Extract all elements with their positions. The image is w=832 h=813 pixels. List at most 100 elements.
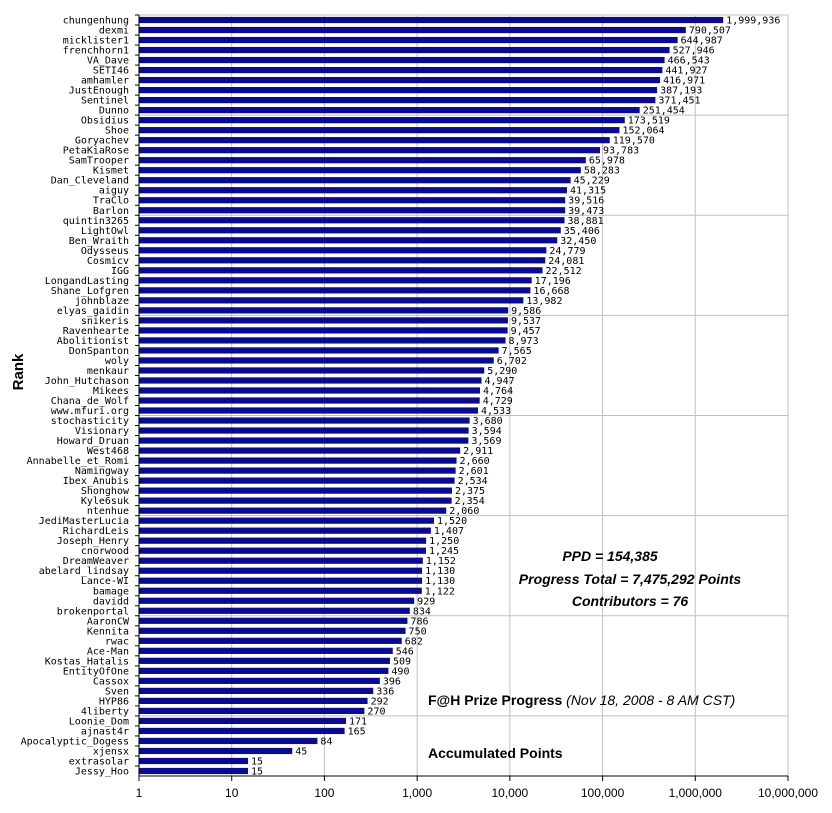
value-label: 119,570: [613, 136, 655, 147]
value-label: 4,947: [485, 376, 515, 387]
bar: [139, 267, 543, 274]
value-label: 24,779: [549, 246, 585, 257]
bar: [139, 297, 524, 304]
value-label: 416,971: [663, 76, 705, 87]
category-label: Goryachev: [75, 136, 129, 147]
bar: [139, 327, 508, 334]
bar: [139, 627, 406, 634]
bar: [139, 577, 423, 584]
value-label: 1,999,936: [726, 16, 780, 27]
bar: [139, 547, 426, 554]
value-label: 834: [413, 606, 431, 617]
value-label: 682: [405, 636, 423, 647]
bar: [139, 517, 435, 524]
value-label: 9,457: [511, 326, 541, 337]
category-label: TraClo: [93, 196, 129, 207]
category-label: ntenhue: [87, 506, 129, 517]
value-label: 84: [320, 736, 332, 747]
category-label: frenchhorn1: [63, 46, 129, 57]
bar: [139, 66, 663, 74]
value-label: 3,680: [473, 416, 503, 427]
category-label: Kyle6suk: [81, 496, 129, 507]
category-label: xjensx: [93, 746, 129, 757]
value-label: 441,927: [665, 66, 707, 77]
category-label: dexmi: [99, 26, 129, 37]
chart-subtitle: Accumulated Points: [428, 745, 563, 761]
bar: [139, 437, 469, 444]
bar: [139, 697, 368, 705]
category-label: SETI46: [93, 66, 129, 77]
contributors-annotation: Contributors = 76: [571, 593, 689, 609]
category-label: elyas_gaidin: [57, 306, 129, 317]
value-label: 509: [393, 656, 411, 667]
bar: [139, 407, 478, 414]
value-label: 9,537: [511, 316, 541, 327]
bar: [139, 347, 499, 354]
value-label: 1,130: [425, 566, 455, 577]
bar: [139, 217, 565, 224]
bar: [139, 527, 431, 534]
category-label: abelard_lindsay: [39, 566, 129, 577]
category-label: Shane_Lofgren: [51, 286, 129, 297]
value-label: 786: [410, 616, 428, 627]
bar: [139, 197, 566, 204]
category-label: stochasticity: [51, 416, 129, 427]
value-label: 336: [376, 686, 394, 697]
value-label: 39,516: [568, 196, 604, 207]
category-label: DreamWeaver: [63, 556, 129, 567]
bar: [139, 167, 581, 174]
category-label: RichardLeis: [63, 526, 129, 537]
category-label: chungenhung: [63, 16, 129, 27]
value-label: 1,130: [425, 576, 455, 587]
value-label: 8,973: [508, 336, 538, 347]
category-label: rwac: [105, 636, 129, 647]
category-label: woly: [105, 356, 129, 367]
value-label: 270: [367, 706, 385, 717]
value-label: 45,229: [574, 176, 610, 187]
bar: [139, 387, 481, 394]
x-tick-label: 10: [225, 786, 239, 800]
x-tick-label: 1: [136, 786, 143, 800]
value-label: 929: [417, 596, 435, 607]
category-label: micklister1: [63, 36, 129, 47]
category-label: Kismet: [93, 166, 129, 177]
value-label: 387,193: [660, 86, 702, 97]
category-label: Shoe: [105, 126, 129, 137]
category-label: Dunno: [99, 106, 129, 117]
category-label: brokenportal: [57, 606, 129, 617]
bar: [139, 767, 249, 775]
category-label: Visionary: [75, 426, 129, 437]
bar: [139, 367, 485, 374]
category-label: Namingway: [75, 466, 129, 477]
category-label: Odysseus: [81, 246, 129, 257]
value-label: 5,290: [487, 366, 517, 377]
bar: [139, 127, 620, 134]
chart-title-main: F@H Prize Progress: [428, 692, 563, 708]
value-label: 32,450: [560, 236, 596, 247]
bar: [139, 587, 422, 594]
bar: [139, 507, 447, 514]
category-label: Kennita: [87, 626, 129, 637]
x-tick-label: 100: [314, 786, 334, 800]
axes: [135, 14, 789, 781]
value-label: 1,152: [426, 556, 456, 567]
bar: [139, 747, 293, 755]
x-tick-label: 10,000: [492, 786, 529, 800]
value-label: 58,283: [584, 166, 620, 177]
value-label: 2,375: [455, 486, 485, 497]
category-label: Obsidius: [81, 116, 129, 127]
bar: [139, 607, 410, 614]
category-label: www.mfuri.org: [51, 406, 129, 417]
chart-title-date: (Nov 18, 2008 - 8 AM CST): [566, 692, 736, 708]
bar: [139, 727, 345, 735]
category-label: Howard_Druan: [57, 436, 129, 447]
value-label: 173,519: [628, 116, 670, 127]
category-label: Jessy_Hoo: [75, 766, 129, 777]
category-label: 4liberty: [81, 706, 129, 717]
value-label: 790,507: [689, 26, 731, 37]
category-label: Lance-WI: [81, 576, 129, 587]
bar: [139, 687, 374, 694]
bar: [139, 457, 457, 464]
value-label: 15: [251, 766, 263, 777]
